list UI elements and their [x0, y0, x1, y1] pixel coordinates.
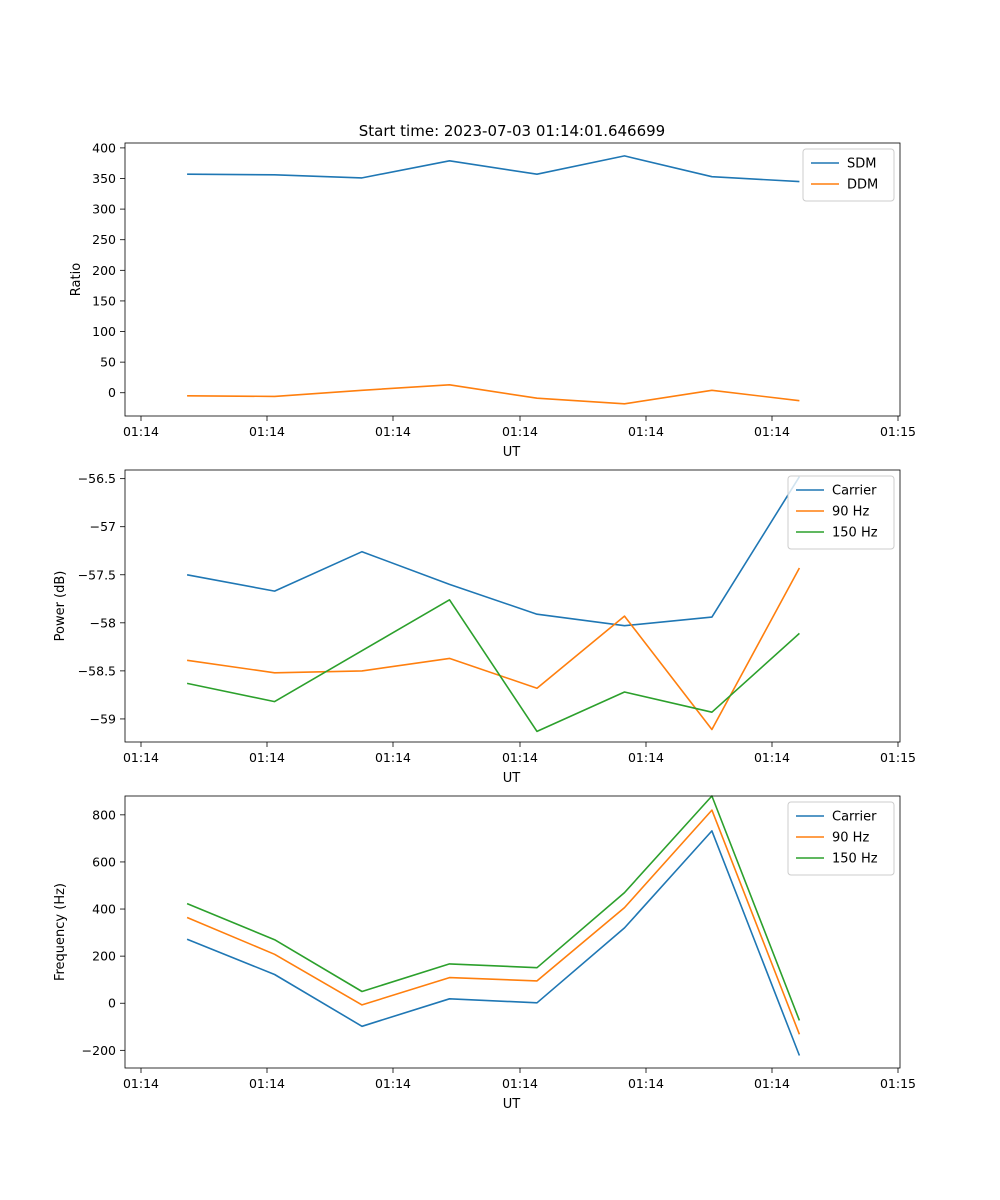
- legend-label: Carrier: [832, 484, 877, 499]
- x-tick-label: 01:14: [123, 750, 159, 765]
- legend-label: DDM: [847, 178, 878, 193]
- y-tick-label: 200: [92, 263, 116, 278]
- x-tick-label: 01:14: [754, 424, 790, 439]
- x-tick-label: 01:14: [249, 424, 285, 439]
- y-tick-label: −58.5: [78, 663, 116, 678]
- y-tick-label: −58: [90, 615, 116, 630]
- x-tick-label: 01:14: [754, 1076, 790, 1091]
- subplot-3: −200 0 200 400 600 800 01:14 01:14 01:14 01:14 01:…: [53, 795, 916, 1112]
- y-axis-label: Ratio: [69, 263, 84, 296]
- y-tick-label: 250: [92, 232, 116, 247]
- legend-frame: [787, 475, 895, 550]
- x-tick-label: 01:15: [880, 424, 916, 439]
- x-tick-label: 01:14: [375, 1076, 411, 1091]
- y-axis-label: Power (dB): [53, 571, 68, 642]
- x-tick-label: 01:14: [502, 424, 538, 439]
- y-tick-label: −56.5: [78, 471, 116, 486]
- legend-label: SDM: [847, 157, 876, 172]
- y-axis-label: Frequency (Hz): [53, 883, 68, 981]
- y-tick-label: 800: [92, 807, 116, 822]
- plot-frame: [124, 142, 901, 417]
- y-tick-label: −57.5: [78, 567, 116, 582]
- legend-label: 150 Hz: [832, 852, 878, 867]
- legend: Carrier 90 Hz 150 Hz: [787, 475, 895, 550]
- y-tick-label: 200: [92, 949, 116, 964]
- y-tick-label: −59: [90, 711, 116, 726]
- legend-frame: [802, 148, 895, 202]
- legend: Carrier 90 Hz 150 Hz: [787, 801, 895, 876]
- subplot-2: −59 −58.5 −58 −57.5 −57 −56.5 01:14 01:14 01:14 0…: [53, 469, 916, 786]
- x-axis-label: UT: [503, 445, 521, 460]
- y-tick-label: 0: [108, 385, 116, 400]
- x-tick-label: 01:14: [754, 750, 790, 765]
- series-line-150-hz: [186, 598, 800, 733]
- plot-frame: [124, 469, 901, 743]
- figure-title: Start time: 2023-07-03 01:14:01.646699: [359, 122, 665, 140]
- x-tick-label: 01:14: [628, 750, 664, 765]
- y-tick-label: 50: [100, 355, 116, 370]
- x-tick-label: 01:14: [502, 750, 538, 765]
- x-tick-label: 01:14: [628, 1076, 664, 1091]
- series-line-sdm: [187, 155, 800, 183]
- x-tick-label: 01:15: [880, 750, 916, 765]
- series-line-90-hz: [186, 567, 801, 731]
- y-tick-label: 400: [92, 902, 116, 917]
- x-tick-label: 01:15: [880, 1076, 916, 1091]
- series-line-carrier: [186, 476, 801, 627]
- y-tick-label: 150: [92, 293, 116, 308]
- legend-label: 150 Hz: [832, 526, 878, 541]
- series-line-150-hz: [186, 795, 801, 1021]
- x-tick-label: 01:14: [502, 1076, 538, 1091]
- legend-label: Carrier: [832, 810, 877, 825]
- y-tick-label: 400: [92, 140, 116, 155]
- legend: SDM DDM: [802, 148, 895, 202]
- x-tick-label: 01:14: [375, 750, 411, 765]
- subplot-1: 0 50 100 150 200 250 300 350 400 01:14 01:14 01:14 0…: [69, 140, 916, 460]
- y-tick-label: −57: [90, 519, 116, 534]
- legend-label: 90 Hz: [832, 831, 869, 846]
- x-tick-label: 01:14: [249, 1076, 285, 1091]
- y-tick-label: −200: [82, 1043, 116, 1058]
- x-tick-label: 01:14: [249, 750, 285, 765]
- y-tick-label: 300: [92, 202, 116, 217]
- x-axis-label: UT: [503, 771, 521, 786]
- y-tick-label: 350: [92, 171, 116, 186]
- series-line-90-hz: [186, 809, 801, 1035]
- series-line-carrier: [186, 830, 801, 1056]
- x-tick-label: 01:14: [123, 424, 159, 439]
- x-tick-label: 01:14: [123, 1076, 159, 1091]
- plot-frame: [124, 795, 901, 1069]
- x-axis-label: UT: [503, 1097, 521, 1112]
- legend-label: 90 Hz: [832, 505, 869, 520]
- y-tick-label: 0: [108, 996, 116, 1011]
- y-tick-label: 600: [92, 854, 116, 869]
- plots-container: 0 50 100 150 200 250 300 350 400 01:14 01:14 01:14 0…: [53, 140, 916, 1112]
- legend-frame: [787, 801, 895, 876]
- y-tick-label: 100: [92, 324, 116, 339]
- series-line-ddm: [187, 383, 800, 405]
- x-tick-label: 01:14: [628, 424, 664, 439]
- x-tick-label: 01:14: [375, 424, 411, 439]
